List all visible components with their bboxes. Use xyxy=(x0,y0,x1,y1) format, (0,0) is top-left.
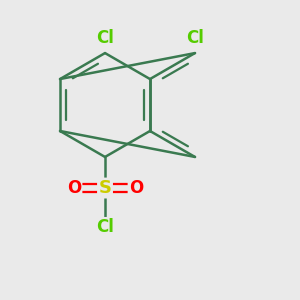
Text: Cl: Cl xyxy=(186,29,204,47)
Text: O: O xyxy=(67,179,81,197)
Text: S: S xyxy=(98,179,112,197)
Text: O: O xyxy=(129,179,143,197)
Text: Cl: Cl xyxy=(96,29,114,47)
Text: Cl: Cl xyxy=(96,218,114,236)
